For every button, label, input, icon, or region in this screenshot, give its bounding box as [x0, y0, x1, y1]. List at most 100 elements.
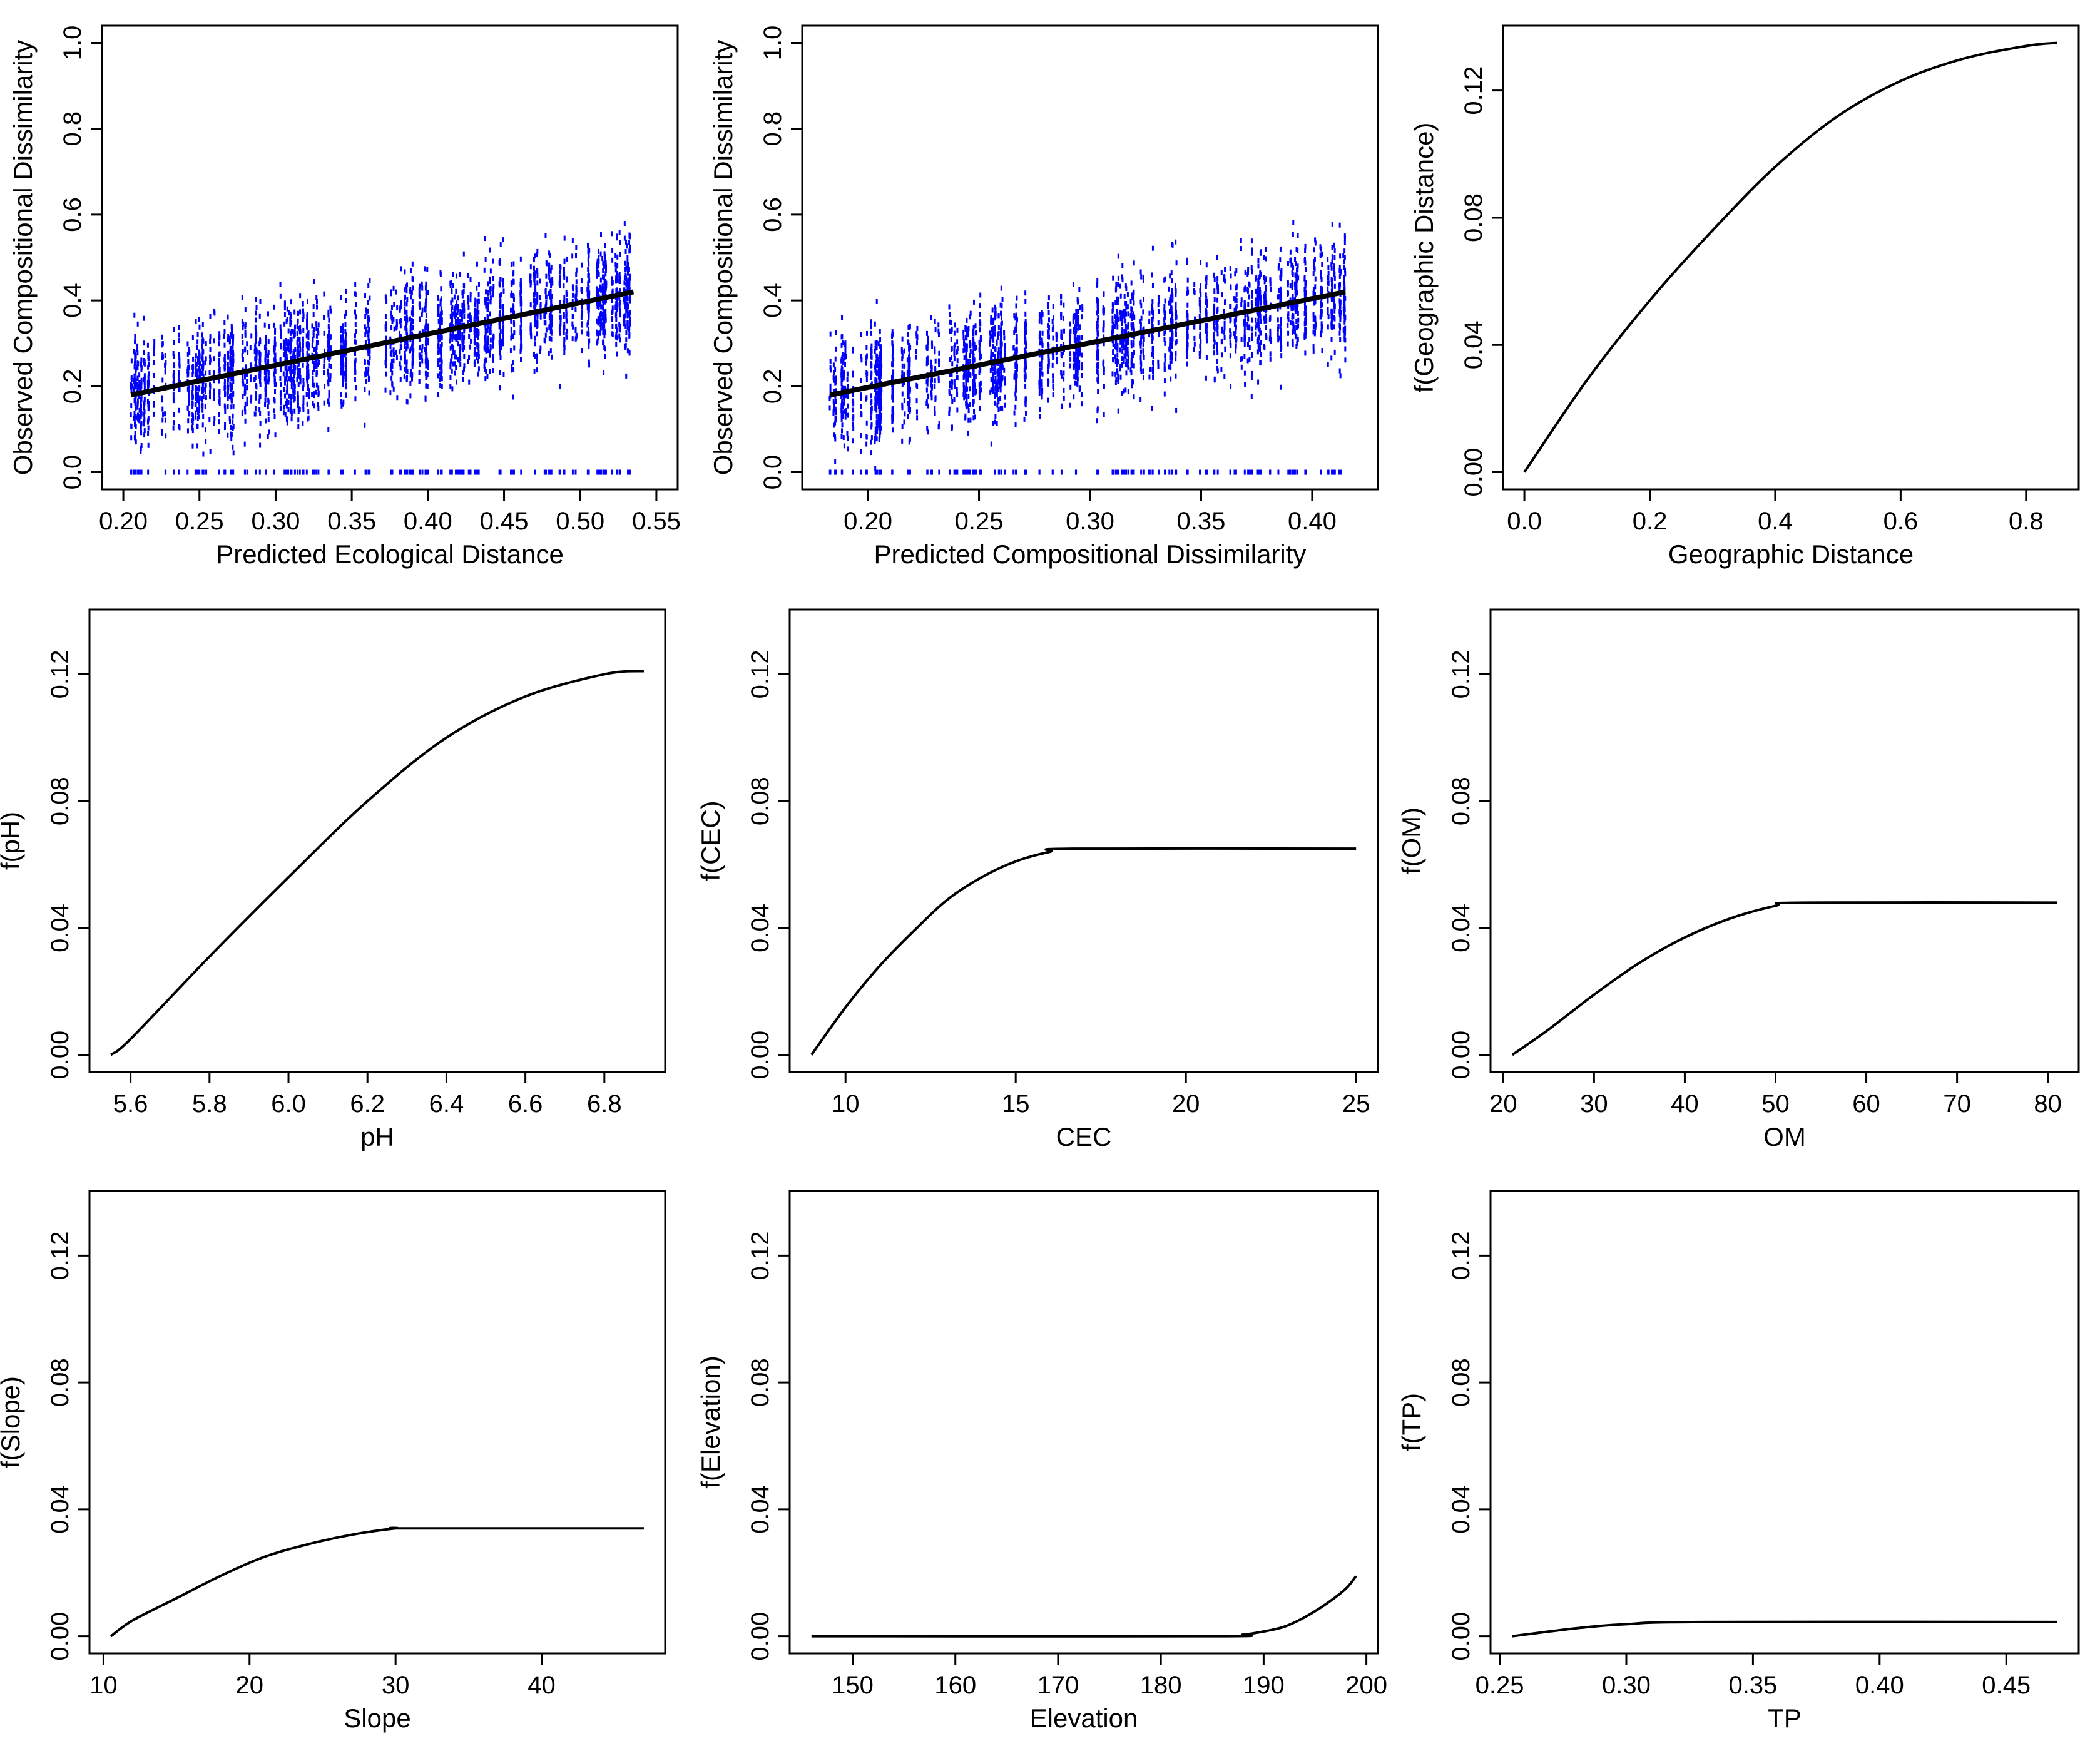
scatter-point [1333, 349, 1336, 355]
scatter-point [418, 292, 421, 297]
scatter-point [1013, 330, 1016, 335]
scatter-point [1344, 346, 1347, 352]
scatter-point [299, 293, 302, 299]
scatter-point [274, 432, 277, 438]
scatter-point [1343, 287, 1345, 292]
scatter-point [536, 297, 539, 302]
scatter-point [1163, 391, 1166, 397]
y-tick-label: 0.0 [59, 455, 86, 490]
scatter-point [1140, 339, 1143, 345]
scatter-point [930, 469, 932, 475]
scatter-point [188, 390, 190, 396]
scatter-points [828, 220, 1347, 475]
scatter-point [997, 334, 999, 340]
scatter-point [1124, 318, 1127, 324]
scatter-point [483, 267, 486, 273]
scatter-point [133, 411, 136, 416]
scatter-point [224, 409, 227, 414]
scatter-point [865, 360, 867, 366]
scatter-point [1216, 308, 1219, 314]
scatter-point [588, 332, 590, 337]
scatter-point [449, 364, 452, 370]
scatter-point [130, 387, 133, 393]
scatter-point [165, 360, 167, 365]
scatter-point [1220, 270, 1223, 275]
scatter-point [1131, 315, 1134, 321]
scatter-point [1244, 335, 1246, 340]
scatter-point [458, 358, 461, 364]
scatter-point [173, 376, 175, 382]
scatter-point [574, 296, 577, 302]
scatter-point [487, 303, 489, 309]
scatter-point [405, 301, 408, 307]
scatter-point [317, 392, 320, 397]
scatter-point [1333, 266, 1335, 272]
scatter-point [254, 345, 257, 350]
scatter-point [133, 312, 136, 318]
scatter-point [1259, 299, 1262, 305]
scatter-point [426, 383, 429, 389]
scatter-point [600, 469, 603, 475]
scatter-point [520, 299, 522, 305]
scatter-point [317, 340, 319, 345]
scatter-point [1194, 316, 1196, 322]
scatter-point [267, 379, 270, 384]
scatter-point [1243, 469, 1246, 475]
scatter-point [1052, 304, 1054, 309]
scatter-point [223, 320, 226, 325]
scatter-point [1060, 315, 1063, 321]
scatter-point [892, 357, 895, 363]
scatter-point [232, 358, 235, 364]
scatter-point [616, 351, 618, 357]
scatter-point [492, 258, 494, 264]
scatter-point [1343, 255, 1346, 260]
scatter-point [1171, 278, 1173, 283]
scatter-point [529, 264, 532, 270]
scatter-point [133, 469, 135, 475]
scatter-point [484, 343, 487, 349]
scatter-point [299, 374, 302, 380]
scatter-point [426, 352, 428, 358]
scatter-point [364, 371, 367, 377]
scatter-point [548, 275, 551, 280]
scatter-point [1221, 352, 1223, 358]
scatter-point [399, 469, 401, 475]
scatter-point [297, 355, 299, 360]
scatter-point [468, 355, 471, 360]
scatter-point [354, 469, 356, 475]
scatter-point [255, 394, 257, 400]
scatter-point [559, 384, 561, 389]
scatter-point [1287, 311, 1290, 317]
scatter-point [865, 420, 868, 426]
scatter-point [597, 269, 599, 275]
scatter-point [892, 416, 894, 421]
scatter-point [979, 303, 981, 309]
scatter-point [596, 265, 598, 271]
scatter-point [202, 394, 205, 399]
scatter-point [265, 347, 268, 353]
scatter-point [477, 335, 479, 340]
scatter-point [875, 391, 877, 396]
scatter-point [280, 381, 282, 387]
scatter-point [1216, 469, 1219, 475]
scatter-point [280, 406, 282, 411]
scatter-point [1246, 312, 1249, 318]
scatter-point [1124, 387, 1127, 393]
scatter-point [489, 337, 492, 343]
scatter-point [419, 469, 421, 475]
scatter-point [267, 375, 270, 381]
scatter-point [223, 354, 226, 359]
scatter-point [629, 320, 631, 325]
scatter-point [1198, 301, 1201, 307]
scatter-point [390, 375, 393, 381]
scatter-point [906, 401, 909, 406]
scatter-point [616, 263, 619, 268]
scatter-point [611, 469, 613, 475]
scatter-point [997, 407, 1000, 412]
scatter-point [1078, 359, 1081, 365]
scatter-point [1250, 238, 1253, 244]
scatter-point [1213, 339, 1216, 345]
scatter-point [191, 335, 194, 340]
scatter-point [563, 297, 566, 303]
scatter-point [405, 321, 407, 327]
